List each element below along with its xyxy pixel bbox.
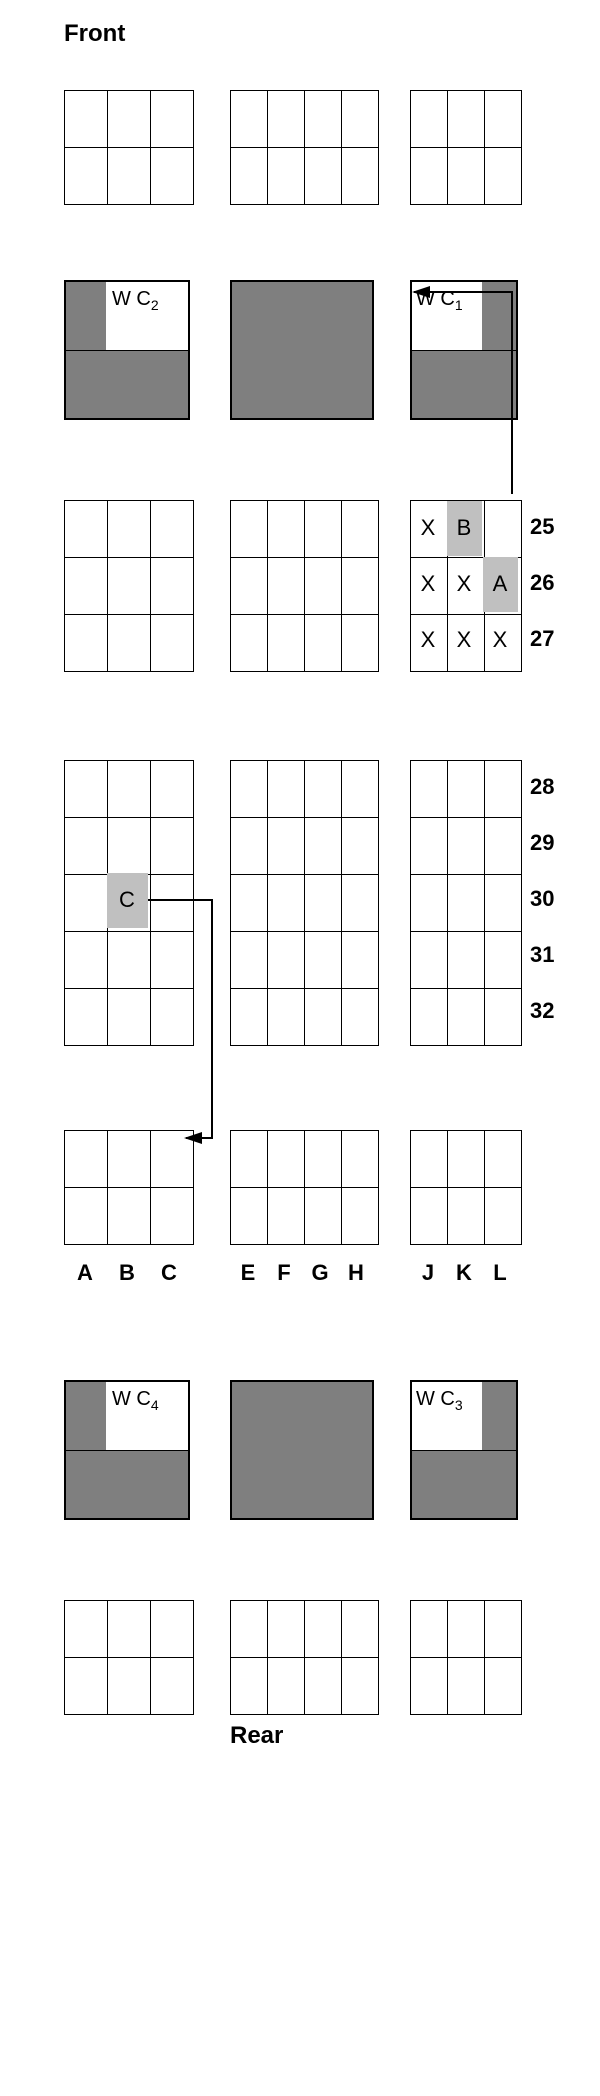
seat-grid: [410, 760, 522, 1046]
seat-x: X: [410, 571, 446, 597]
seat-grid: [230, 760, 379, 1046]
col-label: L: [482, 1260, 518, 1286]
seat-x: X: [410, 627, 446, 653]
row-label: 30: [530, 886, 554, 912]
col-label: J: [410, 1260, 446, 1286]
wc-divider: [66, 1450, 188, 1451]
col-label: G: [302, 1260, 338, 1286]
col-label: A: [64, 1260, 106, 1286]
wc-fill-side: [66, 1382, 106, 1450]
galley-block: [230, 1380, 374, 1520]
rear-label: Rear: [230, 1722, 283, 1750]
seat-grid: [64, 1600, 194, 1715]
seat-grid: [64, 500, 194, 672]
wc-fill-side: [482, 1382, 516, 1450]
wc-label: W C3: [416, 1388, 463, 1413]
wc-divider: [66, 350, 188, 351]
row-label: 27: [530, 626, 554, 652]
wc-divider: [412, 1450, 516, 1451]
seat-letter: C: [106, 887, 148, 913]
wc-fill: [412, 350, 516, 418]
row-label: 31: [530, 942, 554, 968]
seat-x: X: [446, 627, 482, 653]
seat-grid: [230, 1130, 379, 1245]
front-label: Front: [64, 20, 125, 48]
seat-letter: B: [446, 515, 482, 541]
seat-grid: [410, 1130, 522, 1245]
row-label: 32: [530, 998, 554, 1024]
galley-block: [230, 280, 374, 420]
col-label: K: [446, 1260, 482, 1286]
seat-grid: [410, 90, 522, 205]
row-label: 29: [530, 830, 554, 856]
row-label: 25: [530, 514, 554, 540]
wc-label: W C2: [112, 288, 159, 313]
seat-x: X: [446, 571, 482, 597]
wc-fill: [412, 1450, 516, 1518]
col-label: C: [148, 1260, 190, 1286]
wc-divider: [412, 350, 516, 351]
row-label: 28: [530, 774, 554, 800]
seat-grid: [230, 500, 379, 672]
wc-label: W C4: [112, 1388, 159, 1413]
col-label: F: [266, 1260, 302, 1286]
seat-grid: [64, 90, 194, 205]
seat-grid: [410, 1600, 522, 1715]
col-label: B: [106, 1260, 148, 1286]
col-label: H: [338, 1260, 374, 1286]
wc-fill-side: [482, 282, 516, 350]
wc-fill: [66, 350, 188, 418]
row-label: 26: [530, 570, 554, 596]
wc-fill-side: [66, 282, 106, 350]
seat-letter: A: [482, 571, 518, 597]
wc-fill: [66, 1450, 188, 1518]
col-label: E: [230, 1260, 266, 1286]
seat-x: X: [410, 515, 446, 541]
seat-grid: [230, 1600, 379, 1715]
seat-x: X: [482, 627, 518, 653]
wc-label: W C1: [416, 288, 463, 313]
seat-grid: [230, 90, 379, 205]
seat-grid: [64, 1130, 194, 1245]
